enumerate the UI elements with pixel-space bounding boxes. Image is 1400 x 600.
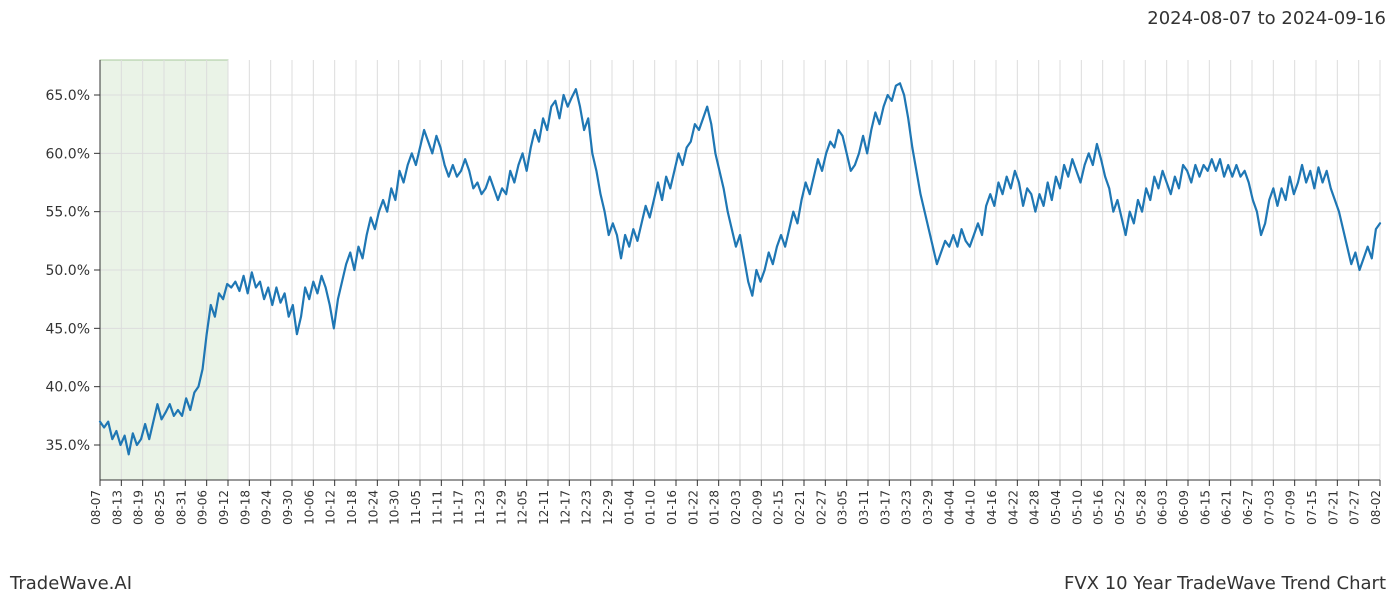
x-tick-label: 04-04 [942, 490, 956, 525]
x-tick-label: 03-11 [857, 490, 871, 525]
x-tick-label: 01-10 [644, 490, 658, 525]
x-tick-label: 07-03 [1262, 490, 1276, 525]
x-tick-label: 02-15 [772, 490, 786, 525]
x-tick-label: 11-05 [409, 490, 423, 525]
x-tick-label: 12-11 [537, 490, 551, 525]
x-tick-label: 12-23 [580, 490, 594, 525]
x-tick-label: 04-28 [1028, 490, 1042, 525]
x-tick-label: 07-09 [1284, 490, 1298, 525]
x-tick-label: 08-07 [89, 490, 103, 525]
y-tick-label: 35.0% [46, 438, 90, 454]
x-tick-label: 05-04 [1049, 490, 1063, 525]
x-tick-label: 04-22 [1006, 490, 1020, 525]
x-tick-label: 07-21 [1326, 490, 1340, 525]
trend-chart: 35.0% 40.0% 45.0% 50.0% 55.0% 60.0% 65.0% 08-07… [0, 0, 1400, 600]
x-tick-label: 10-06 [302, 490, 316, 525]
x-tick-label: 09-30 [281, 490, 295, 525]
x-tick-label: 09-18 [238, 490, 252, 525]
x-tick-label: 09-12 [217, 490, 231, 525]
x-tick-label: 01-22 [686, 490, 700, 525]
x-tick-label: 03-17 [878, 490, 892, 525]
x-tick-label: 09-24 [260, 490, 274, 525]
x-tick-label: 11-11 [430, 490, 444, 525]
x-tick-label: 05-22 [1113, 490, 1127, 525]
x-tick-label: 10-30 [388, 490, 402, 525]
y-tick-label: 60.0% [46, 146, 90, 162]
x-tick-label: 11-29 [494, 490, 508, 525]
x-tick-label: 11-23 [473, 490, 487, 525]
y-tick-label: 55.0% [46, 205, 90, 221]
x-tick-label: 12-17 [558, 490, 572, 525]
x-tick-label: 02-27 [814, 490, 828, 525]
x-tick-label: 04-10 [964, 490, 978, 525]
y-tick-label: 65.0% [46, 88, 90, 104]
x-tick-label: 08-02 [1369, 490, 1383, 525]
x-tick-label: 08-25 [153, 490, 167, 525]
x-tick-label: 06-27 [1241, 490, 1255, 525]
x-tick-label: 06-21 [1220, 490, 1234, 525]
x-tick-label: 01-28 [708, 490, 722, 525]
x-tick-label: 11-17 [452, 490, 466, 525]
y-tick-label: 50.0% [46, 263, 90, 279]
x-tick-label: 10-18 [345, 490, 359, 525]
x-tick-label: 07-15 [1305, 490, 1319, 525]
x-tick-label: 10-12 [324, 490, 338, 525]
x-tick-label: 07-27 [1348, 490, 1362, 525]
x-tick-label: 09-06 [196, 490, 210, 525]
y-tick-label: 40.0% [46, 380, 90, 396]
y-tick-label: 45.0% [46, 321, 90, 337]
x-tick-label: 05-10 [1070, 490, 1084, 525]
x-tick-label: 02-21 [793, 490, 807, 525]
x-tick-label: 06-03 [1156, 490, 1170, 525]
x-tick-label: 05-16 [1092, 490, 1106, 525]
x-tick-label: 08-19 [132, 490, 146, 525]
x-tick-label: 06-09 [1177, 490, 1191, 525]
x-tick-label: 01-04 [622, 490, 636, 525]
x-tick-label: 08-31 [174, 490, 188, 525]
x-tick-label: 10-24 [366, 490, 380, 525]
x-tick-label: 03-29 [921, 490, 935, 525]
x-tick-label: 02-03 [729, 490, 743, 525]
x-tick-label: 03-05 [836, 490, 850, 525]
x-tick-label: 12-29 [601, 490, 615, 525]
x-tick-label: 05-28 [1134, 490, 1148, 525]
x-tick-label: 08-13 [110, 490, 124, 525]
x-tick-label: 02-09 [750, 490, 764, 525]
x-tick-label: 04-16 [985, 490, 999, 525]
x-tick-label: 01-16 [665, 490, 679, 525]
x-tick-label: 12-05 [516, 490, 530, 525]
x-tick-label: 03-23 [900, 490, 914, 525]
x-tick-label: 06-15 [1198, 490, 1212, 525]
